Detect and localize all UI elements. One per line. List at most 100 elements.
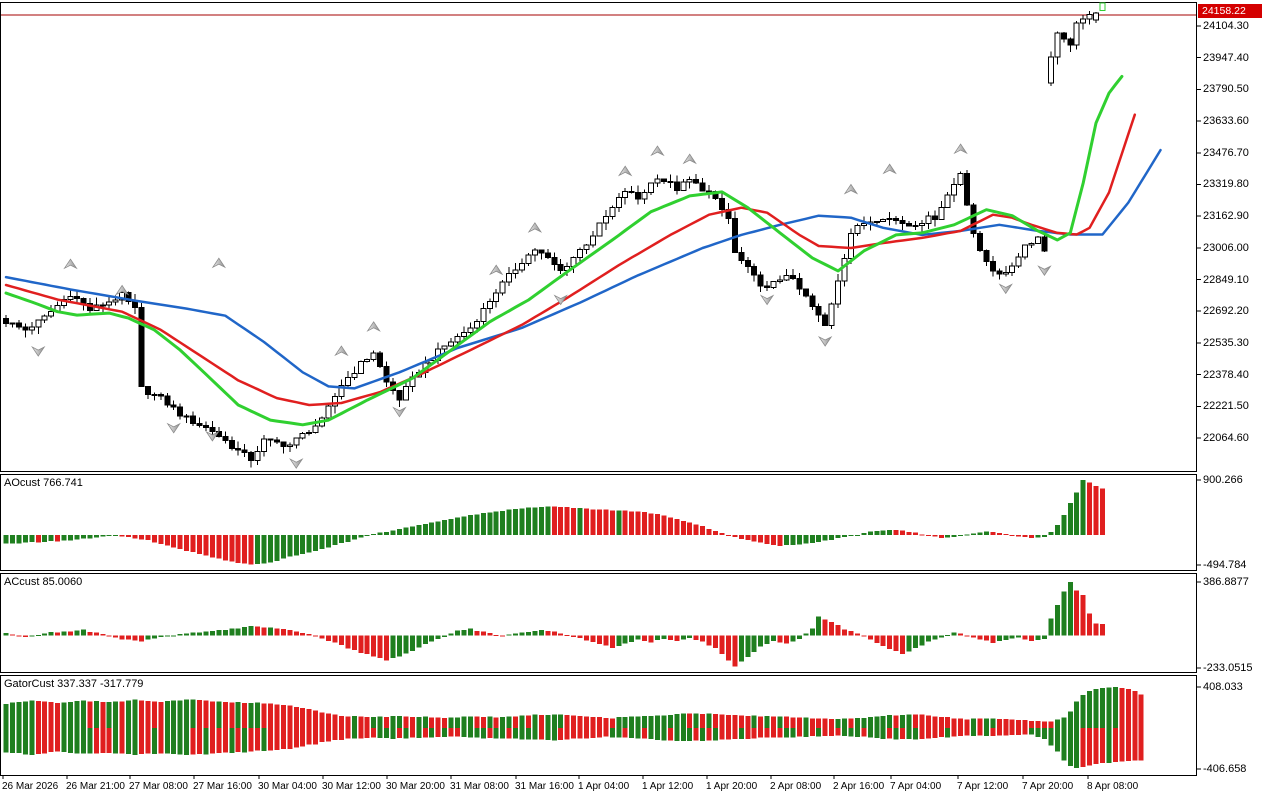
histogram-bar bbox=[1093, 485, 1099, 535]
histogram-bar bbox=[390, 728, 396, 739]
histogram-bar bbox=[622, 728, 628, 738]
histogram-bar bbox=[68, 728, 73, 754]
histogram-bar bbox=[732, 635, 738, 667]
histogram-bar bbox=[661, 715, 667, 729]
histogram-bar bbox=[493, 511, 499, 535]
histogram-bar bbox=[842, 728, 847, 736]
histogram-bar bbox=[551, 728, 557, 741]
histogram-bar bbox=[61, 534, 67, 541]
histogram-bar bbox=[609, 718, 615, 729]
histogram-bar bbox=[209, 630, 215, 636]
candles-layer[interactable] bbox=[3, 2, 1106, 468]
gator-indicator-label: GatorCust 337.337 -317.779 bbox=[4, 678, 144, 690]
histogram-bar bbox=[474, 630, 480, 636]
histogram-bar bbox=[758, 716, 764, 729]
histogram-bar bbox=[809, 534, 815, 543]
histogram-bar bbox=[255, 728, 261, 751]
candle-body bbox=[499, 281, 506, 294]
histogram-bar bbox=[751, 728, 757, 739]
histogram-bar bbox=[422, 728, 428, 738]
histogram-bar bbox=[990, 531, 996, 535]
histogram-bar bbox=[113, 701, 119, 729]
histogram-bar bbox=[87, 534, 93, 539]
candle-body bbox=[157, 393, 164, 397]
histogram-bar bbox=[332, 714, 338, 729]
histogram-bar bbox=[1054, 524, 1060, 535]
histogram-bar bbox=[713, 728, 718, 741]
candle-body bbox=[989, 260, 996, 272]
histogram-bar bbox=[764, 534, 770, 544]
histogram-bar bbox=[119, 701, 125, 729]
histogram-bar bbox=[287, 728, 293, 749]
histogram-bar bbox=[900, 715, 906, 729]
histogram-bar bbox=[184, 699, 190, 729]
histogram-bar bbox=[190, 728, 196, 755]
histogram-bar bbox=[687, 713, 693, 729]
histogram-bar bbox=[1080, 594, 1086, 636]
histogram-bar bbox=[700, 635, 706, 642]
candle-body bbox=[132, 300, 138, 308]
histogram-bar bbox=[725, 534, 731, 536]
candle-body bbox=[751, 265, 758, 276]
candle-body bbox=[261, 438, 267, 452]
histogram-bar bbox=[551, 631, 557, 636]
histogram-bar bbox=[500, 728, 506, 739]
histogram-bar bbox=[796, 635, 802, 639]
histogram-bar bbox=[842, 718, 847, 729]
histogram-bar bbox=[854, 717, 860, 729]
fractal-up-icon bbox=[211, 257, 227, 269]
histogram-bar bbox=[616, 717, 622, 729]
candle-body bbox=[609, 207, 616, 218]
histogram-bar bbox=[771, 534, 777, 545]
histogram-bar bbox=[100, 534, 106, 537]
histogram-bar bbox=[874, 635, 880, 644]
candle-body bbox=[860, 222, 867, 226]
histogram-bar bbox=[409, 526, 415, 535]
histogram-bar bbox=[893, 635, 899, 652]
histogram-bar bbox=[854, 728, 860, 738]
histogram-bar bbox=[532, 728, 538, 740]
histogram-bar bbox=[596, 635, 602, 644]
histogram-bar bbox=[1035, 534, 1041, 538]
histogram-bar bbox=[1029, 635, 1035, 642]
histogram-bar bbox=[706, 728, 712, 741]
histogram-bar bbox=[203, 534, 209, 556]
histogram-bar bbox=[74, 630, 80, 636]
histogram-bar bbox=[222, 702, 228, 729]
histogram-bar bbox=[345, 728, 351, 739]
histogram-bar bbox=[306, 534, 312, 553]
histogram-bar bbox=[435, 728, 441, 737]
histogram-bar bbox=[222, 534, 228, 561]
histogram-bar bbox=[293, 728, 299, 748]
histogram-bar bbox=[1112, 687, 1118, 729]
histogram-bar bbox=[197, 632, 202, 636]
candle-body bbox=[273, 439, 280, 443]
candle-body bbox=[280, 441, 287, 448]
histogram-bar bbox=[55, 632, 61, 636]
histogram-bar bbox=[435, 521, 441, 535]
histogram-bar bbox=[571, 715, 577, 729]
histogram-bar bbox=[422, 716, 428, 729]
gator-histogram bbox=[3, 687, 1144, 769]
candle-body bbox=[28, 326, 35, 331]
histogram-bar bbox=[848, 718, 854, 729]
fractal-down-icon bbox=[31, 346, 46, 357]
histogram-bar bbox=[164, 635, 170, 637]
histogram-bar bbox=[403, 635, 409, 654]
histogram-bar bbox=[216, 701, 222, 729]
histogram-bar bbox=[751, 534, 757, 542]
histogram-bar bbox=[113, 534, 119, 536]
histogram-bar bbox=[184, 633, 190, 636]
histogram-bar bbox=[990, 728, 996, 737]
histogram-bar bbox=[713, 635, 718, 649]
histogram-bar bbox=[603, 718, 609, 729]
histogram-bar bbox=[3, 534, 9, 544]
histogram-bar bbox=[1067, 711, 1073, 729]
histogram-bar bbox=[506, 634, 512, 636]
histogram-bar bbox=[751, 715, 757, 729]
histogram-bar bbox=[119, 728, 125, 754]
candle-body bbox=[73, 295, 80, 299]
histogram-bar bbox=[1003, 534, 1009, 536]
candle-body bbox=[538, 249, 545, 254]
